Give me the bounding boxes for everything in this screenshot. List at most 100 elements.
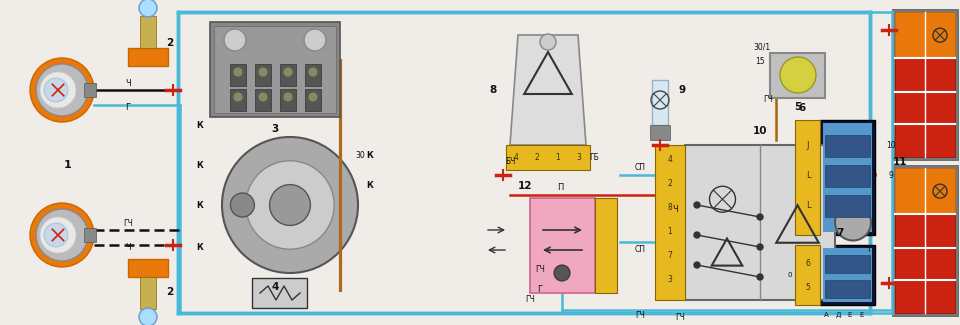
Bar bbox=[895, 58, 955, 157]
Bar bbox=[823, 123, 872, 232]
Text: 10: 10 bbox=[886, 140, 896, 150]
Text: ГЧ: ГЧ bbox=[675, 314, 684, 322]
Text: 7: 7 bbox=[836, 228, 844, 238]
Circle shape bbox=[258, 92, 268, 102]
Bar bbox=[825, 165, 870, 187]
Polygon shape bbox=[510, 35, 586, 145]
Text: 3: 3 bbox=[667, 276, 672, 284]
Circle shape bbox=[30, 58, 94, 122]
Circle shape bbox=[230, 193, 254, 217]
Bar bbox=[140, 16, 156, 48]
Text: 8: 8 bbox=[490, 85, 496, 95]
Circle shape bbox=[40, 72, 76, 108]
Text: ГЧ: ГЧ bbox=[636, 310, 645, 319]
Text: К: К bbox=[367, 180, 373, 189]
Bar bbox=[795, 120, 820, 235]
Text: Е: Е bbox=[860, 312, 864, 318]
Circle shape bbox=[224, 29, 246, 51]
Circle shape bbox=[694, 232, 700, 238]
Text: 9: 9 bbox=[889, 171, 894, 179]
Text: К: К bbox=[367, 150, 373, 160]
Text: 15: 15 bbox=[756, 57, 765, 66]
Text: L: L bbox=[805, 171, 810, 179]
Bar bbox=[305, 64, 321, 86]
Circle shape bbox=[246, 161, 334, 249]
Bar bbox=[655, 145, 685, 300]
Text: Г: Г bbox=[538, 285, 542, 294]
Bar bbox=[820, 245, 875, 305]
Text: 6: 6 bbox=[805, 258, 810, 267]
Text: 3: 3 bbox=[272, 124, 278, 134]
Text: СП: СП bbox=[635, 163, 645, 173]
Circle shape bbox=[304, 29, 326, 51]
Bar bbox=[770, 53, 825, 98]
Text: К: К bbox=[197, 201, 204, 210]
Bar bbox=[84, 228, 96, 242]
Text: Е: Е bbox=[848, 312, 852, 318]
Text: СП: СП bbox=[635, 244, 645, 254]
Bar bbox=[820, 120, 875, 235]
Circle shape bbox=[757, 244, 763, 250]
Text: К: К bbox=[197, 161, 204, 170]
Text: 7: 7 bbox=[667, 252, 672, 261]
Circle shape bbox=[222, 137, 358, 273]
Bar bbox=[210, 22, 340, 117]
Text: БЧ: БЧ bbox=[505, 158, 516, 166]
Text: Ч: Ч bbox=[125, 79, 131, 87]
Text: 1: 1 bbox=[556, 152, 561, 162]
Circle shape bbox=[233, 67, 243, 77]
Bar bbox=[895, 214, 955, 313]
Bar bbox=[252, 278, 307, 308]
Text: 2: 2 bbox=[166, 287, 174, 297]
Bar bbox=[280, 64, 296, 86]
Bar bbox=[595, 198, 617, 293]
Text: J: J bbox=[806, 140, 809, 150]
Text: 12: 12 bbox=[517, 181, 532, 191]
Circle shape bbox=[694, 202, 700, 208]
Bar bbox=[652, 80, 668, 125]
Text: 11: 11 bbox=[893, 157, 907, 167]
Text: 5: 5 bbox=[794, 102, 802, 112]
Text: 5: 5 bbox=[805, 283, 810, 292]
Text: ГЧ: ГЧ bbox=[535, 266, 545, 275]
Text: А: А bbox=[824, 312, 828, 318]
Text: П: П bbox=[557, 184, 564, 192]
Bar bbox=[892, 9, 958, 160]
Circle shape bbox=[694, 262, 700, 268]
Text: 3: 3 bbox=[577, 152, 582, 162]
Circle shape bbox=[308, 67, 318, 77]
Bar bbox=[305, 89, 321, 111]
Bar bbox=[255, 64, 271, 86]
Text: 8: 8 bbox=[667, 203, 672, 213]
Bar bbox=[84, 83, 96, 97]
Bar bbox=[140, 277, 156, 309]
Circle shape bbox=[757, 214, 763, 220]
Bar bbox=[230, 89, 246, 111]
Circle shape bbox=[36, 64, 88, 116]
Bar bbox=[823, 248, 872, 302]
Circle shape bbox=[283, 92, 293, 102]
Bar bbox=[230, 64, 246, 86]
Circle shape bbox=[757, 274, 763, 280]
Circle shape bbox=[139, 0, 157, 17]
Text: Д: Д bbox=[835, 312, 841, 318]
Text: К: К bbox=[197, 243, 204, 253]
Bar bbox=[178, 12, 870, 313]
Text: 30: 30 bbox=[355, 150, 365, 160]
Text: ГБ: ГБ bbox=[589, 152, 599, 162]
Circle shape bbox=[139, 308, 157, 325]
Text: 0: 0 bbox=[788, 272, 792, 278]
Bar bbox=[128, 48, 168, 66]
Text: 10: 10 bbox=[753, 126, 767, 136]
Circle shape bbox=[308, 92, 318, 102]
Circle shape bbox=[233, 92, 243, 102]
Text: 2: 2 bbox=[535, 152, 540, 162]
Bar bbox=[825, 280, 870, 298]
Bar bbox=[825, 195, 870, 217]
Circle shape bbox=[554, 265, 570, 281]
Bar bbox=[825, 135, 870, 157]
Bar bbox=[506, 145, 590, 170]
Circle shape bbox=[258, 67, 268, 77]
Text: 4: 4 bbox=[667, 155, 672, 164]
Text: Ч: Ч bbox=[672, 205, 678, 214]
